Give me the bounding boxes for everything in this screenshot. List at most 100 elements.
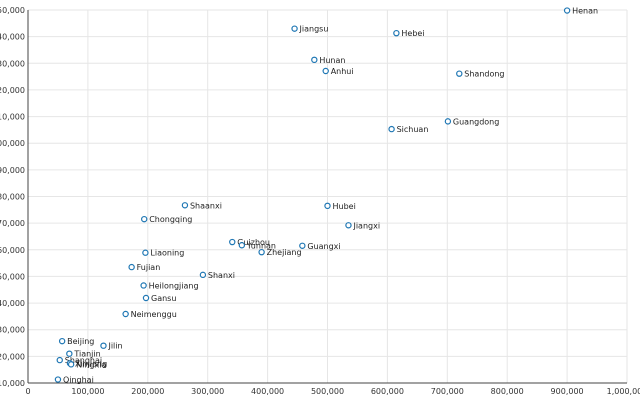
data-point: Jiangsu [291, 25, 328, 34]
data-point: Hunan [311, 56, 345, 65]
point-label: Hunan [319, 56, 345, 65]
data-point: Guangdong [444, 117, 499, 126]
x-tick-label: 600,000 [371, 387, 404, 396]
data-point: Beijing [58, 337, 94, 346]
y-tick-label: 130,000 [0, 59, 25, 68]
point-label: Jiangxi [352, 221, 380, 230]
point-label: Shanghai [65, 356, 102, 365]
point-marker [393, 29, 400, 37]
y-tick-label: 110,000 [0, 113, 25, 122]
x-tick-label: 500,000 [311, 387, 344, 396]
point-marker [140, 282, 147, 289]
point-marker [456, 70, 463, 77]
y-tick-label: 150,000 [0, 6, 25, 15]
point-label: Fujian [137, 263, 161, 272]
y-tick-label: 90,000 [0, 166, 25, 175]
point-label: Sichuan [397, 125, 429, 134]
x-tick-label: 900,000 [551, 387, 584, 396]
point-label: Anhui [331, 67, 354, 76]
point-marker [299, 242, 306, 249]
point-marker [66, 350, 73, 357]
point-label: Hubei [333, 202, 356, 211]
point-marker [142, 249, 149, 256]
data-point: Jiangxi [345, 221, 380, 230]
y-tick-label: 80,000 [0, 193, 25, 202]
point-label: Neimenggu [131, 310, 177, 319]
x-tick-label: 400,000 [251, 387, 284, 396]
point-label: Tianjin [73, 350, 100, 359]
data-points: Henan Jiangsu Hebei Hunan Anhui Shandong Guang… [54, 7, 598, 385]
point-marker [67, 361, 75, 368]
data-point: Fujian [128, 263, 161, 272]
point-marker [291, 25, 298, 32]
point-label: Henan [572, 7, 598, 16]
point-marker [122, 310, 129, 318]
data-point: Ningxia [67, 360, 106, 369]
data-point: Anhui [322, 67, 354, 76]
point-label: Liaoning [150, 249, 184, 258]
point-label: Gansu [151, 294, 176, 303]
point-marker [258, 248, 265, 256]
point-marker [311, 56, 318, 64]
x-tick-label: 100,000 [71, 387, 104, 396]
data-point: Guangxi [299, 242, 341, 251]
point-label: Guangdong [453, 117, 499, 126]
point-label: Zhejiang [267, 248, 302, 257]
point-marker [324, 202, 331, 210]
point-marker [142, 294, 150, 302]
data-point: Shaanxi [181, 201, 222, 210]
data-point: Hubei [324, 202, 356, 211]
point-marker [238, 242, 246, 249]
point-marker [229, 238, 236, 246]
data-point: Hebei [393, 29, 425, 38]
point-marker [322, 67, 329, 75]
point-label: Guizhou [237, 238, 270, 247]
data-point: Shanghai [56, 356, 102, 365]
y-tick-label: 100,000 [0, 139, 25, 148]
point-marker [563, 7, 571, 14]
data-point: Gansu [142, 294, 176, 303]
data-point: Qinghai [54, 376, 94, 385]
data-point: Yunnan [238, 241, 276, 250]
point-label: Beijing [67, 337, 94, 346]
point-marker [58, 337, 66, 345]
point-label: Ningxia [76, 360, 106, 369]
point-marker [54, 376, 62, 383]
y-tick-label: 120,000 [0, 86, 25, 95]
x-tick-label: 0 [25, 387, 30, 396]
y-tick-label: 50,000 [0, 272, 25, 281]
point-marker [56, 356, 63, 364]
data-point: Tianjin [66, 350, 101, 359]
data-point: Zhejiang [258, 248, 302, 257]
point-label: Heilongjiang [149, 281, 199, 290]
point-marker [388, 125, 395, 133]
point-marker [345, 222, 352, 229]
tick-labels: 0 100,000 200,000 300,000 400,000 500,000 600,… [0, 6, 640, 396]
y-tick-label: 60,000 [0, 246, 25, 255]
data-point: Shanxi [199, 271, 235, 280]
point-label: Yunnan [246, 241, 276, 250]
x-tick-label: 800,000 [491, 387, 524, 396]
y-tick-label: 10,000 [0, 379, 25, 388]
x-tick-label: 300,000 [191, 387, 224, 396]
x-tick-label: 700,000 [431, 387, 464, 396]
x-tick-label: 200,000 [131, 387, 164, 396]
point-marker [100, 342, 107, 349]
point-label: Shandong [464, 70, 504, 79]
y-tick-label: 30,000 [0, 326, 25, 335]
point-label: Hebei [401, 29, 424, 38]
point-label: Chongqing [149, 215, 192, 224]
data-point: Henan [563, 7, 598, 16]
data-point: Shandong [456, 70, 505, 79]
y-tick-label: 140,000 [0, 33, 25, 42]
data-point: Neimenggu [122, 310, 177, 319]
data-point: Jilin [100, 342, 123, 351]
data-point: Chongqing [141, 215, 192, 224]
point-marker [128, 263, 135, 271]
point-marker [141, 215, 148, 223]
point-label: Qinghai [63, 376, 94, 385]
data-point: Liaoning [142, 249, 184, 258]
x-tick-label: 1,000,000 [607, 387, 640, 396]
